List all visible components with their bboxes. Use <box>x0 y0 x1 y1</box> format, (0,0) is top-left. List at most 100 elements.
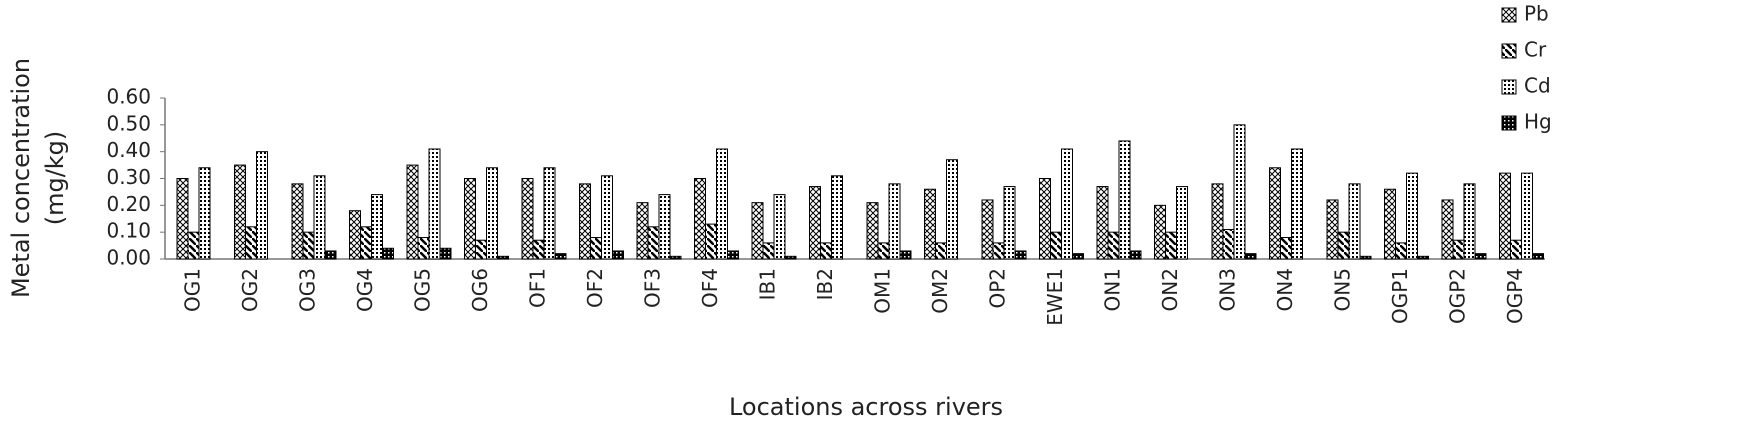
bar <box>532 239 545 260</box>
legend-label: Pb <box>1524 2 1549 26</box>
bar <box>291 183 304 260</box>
legend-label: Cd <box>1524 74 1551 98</box>
x-tick-label: ON5 <box>1330 268 1354 311</box>
x-tick-label: OG6 <box>468 268 492 312</box>
bar <box>1510 239 1522 260</box>
bar <box>1499 172 1511 260</box>
bar <box>877 242 890 260</box>
bar <box>1521 172 1533 260</box>
bar <box>981 199 994 260</box>
x-tick-label: OGP1 <box>1388 268 1412 324</box>
y-tick-label: 0.10 <box>106 219 151 243</box>
bar <box>382 247 394 260</box>
bar <box>1176 186 1188 260</box>
bar <box>590 237 602 260</box>
bar <box>1280 237 1292 260</box>
bar <box>1050 231 1062 260</box>
bar <box>658 194 671 260</box>
bar <box>1129 250 1142 260</box>
bar <box>1384 188 1396 260</box>
y-tick-label: 0.60 <box>106 85 151 109</box>
x-tick-label: OG5 <box>410 268 434 312</box>
bar <box>1359 255 1372 260</box>
bar <box>1211 183 1224 260</box>
x-tick-label: ON3 <box>1215 268 1239 311</box>
bar <box>1061 148 1073 260</box>
x-tick-label: ON4 <box>1273 268 1297 311</box>
bar <box>866 202 879 260</box>
bar <box>464 178 476 260</box>
bar <box>1452 239 1465 260</box>
bar <box>1417 255 1429 260</box>
bar <box>924 188 936 260</box>
bar <box>809 186 821 260</box>
bar <box>1096 186 1109 260</box>
bar <box>773 194 786 260</box>
bar <box>1014 250 1027 260</box>
x-tick-label: IB1 <box>755 268 779 300</box>
x-tick-label: OF1 <box>525 268 549 308</box>
x-tick-label: IB2 <box>813 268 837 300</box>
x-tick-label: OF3 <box>640 268 664 308</box>
x-axis-title: Locations across rivers <box>729 393 1003 421</box>
bar <box>831 175 843 260</box>
bar <box>176 178 189 260</box>
bar <box>1395 242 1407 260</box>
bar <box>1474 253 1487 260</box>
bar <box>935 242 947 260</box>
bar <box>820 242 832 260</box>
bar <box>406 164 419 260</box>
y-tick-label: 0.00 <box>106 246 151 270</box>
bar <box>1244 253 1257 260</box>
y-axis-title: (mg/kg) <box>41 131 69 226</box>
bar <box>579 183 591 260</box>
bar <box>1165 231 1177 260</box>
bar <box>245 226 257 260</box>
x-tick-label: OG3 <box>295 268 319 312</box>
bar <box>302 231 315 260</box>
bar <box>349 210 361 260</box>
bar <box>256 151 268 260</box>
legend-label: Cr <box>1524 38 1547 62</box>
bar <box>716 148 728 260</box>
y-tick-label: 0.50 <box>106 111 151 135</box>
bar <box>784 255 797 260</box>
legend-label: Hg <box>1524 110 1552 134</box>
bar <box>1406 172 1418 260</box>
x-tick-label: EWE1 <box>1043 268 1067 326</box>
x-tick-label: OG4 <box>353 268 377 312</box>
bar <box>647 226 660 260</box>
bar <box>1269 167 1281 260</box>
y-axis-title: Metal concentration <box>7 58 35 298</box>
x-tick-label: OG2 <box>238 268 262 312</box>
y-tick-label: 0.40 <box>106 138 151 162</box>
bar <box>751 202 764 260</box>
bar <box>371 194 383 260</box>
legend-swatch <box>1501 7 1517 23</box>
bar <box>1072 253 1084 260</box>
bar <box>1291 148 1303 260</box>
bar <box>554 253 567 260</box>
x-tick-label: OGP4 <box>1503 268 1527 324</box>
bar <box>727 250 739 260</box>
bar <box>1532 253 1544 260</box>
bar <box>1337 231 1350 260</box>
bar <box>428 148 441 260</box>
bar <box>705 223 717 260</box>
bar <box>899 250 912 260</box>
bar <box>313 175 326 260</box>
x-tick-label: ON2 <box>1158 268 1182 311</box>
x-tick-label: OF4 <box>698 268 722 308</box>
bar <box>1154 204 1166 260</box>
y-tick-label: 0.30 <box>106 165 151 189</box>
bar <box>1222 228 1235 260</box>
bar <box>1463 183 1476 260</box>
bar <box>762 242 775 260</box>
bar <box>1233 124 1246 260</box>
bar <box>669 255 682 260</box>
bar <box>636 202 649 260</box>
x-tick-label: OM1 <box>870 268 894 314</box>
x-tick-label: OF2 <box>583 268 607 308</box>
bar <box>946 159 958 260</box>
